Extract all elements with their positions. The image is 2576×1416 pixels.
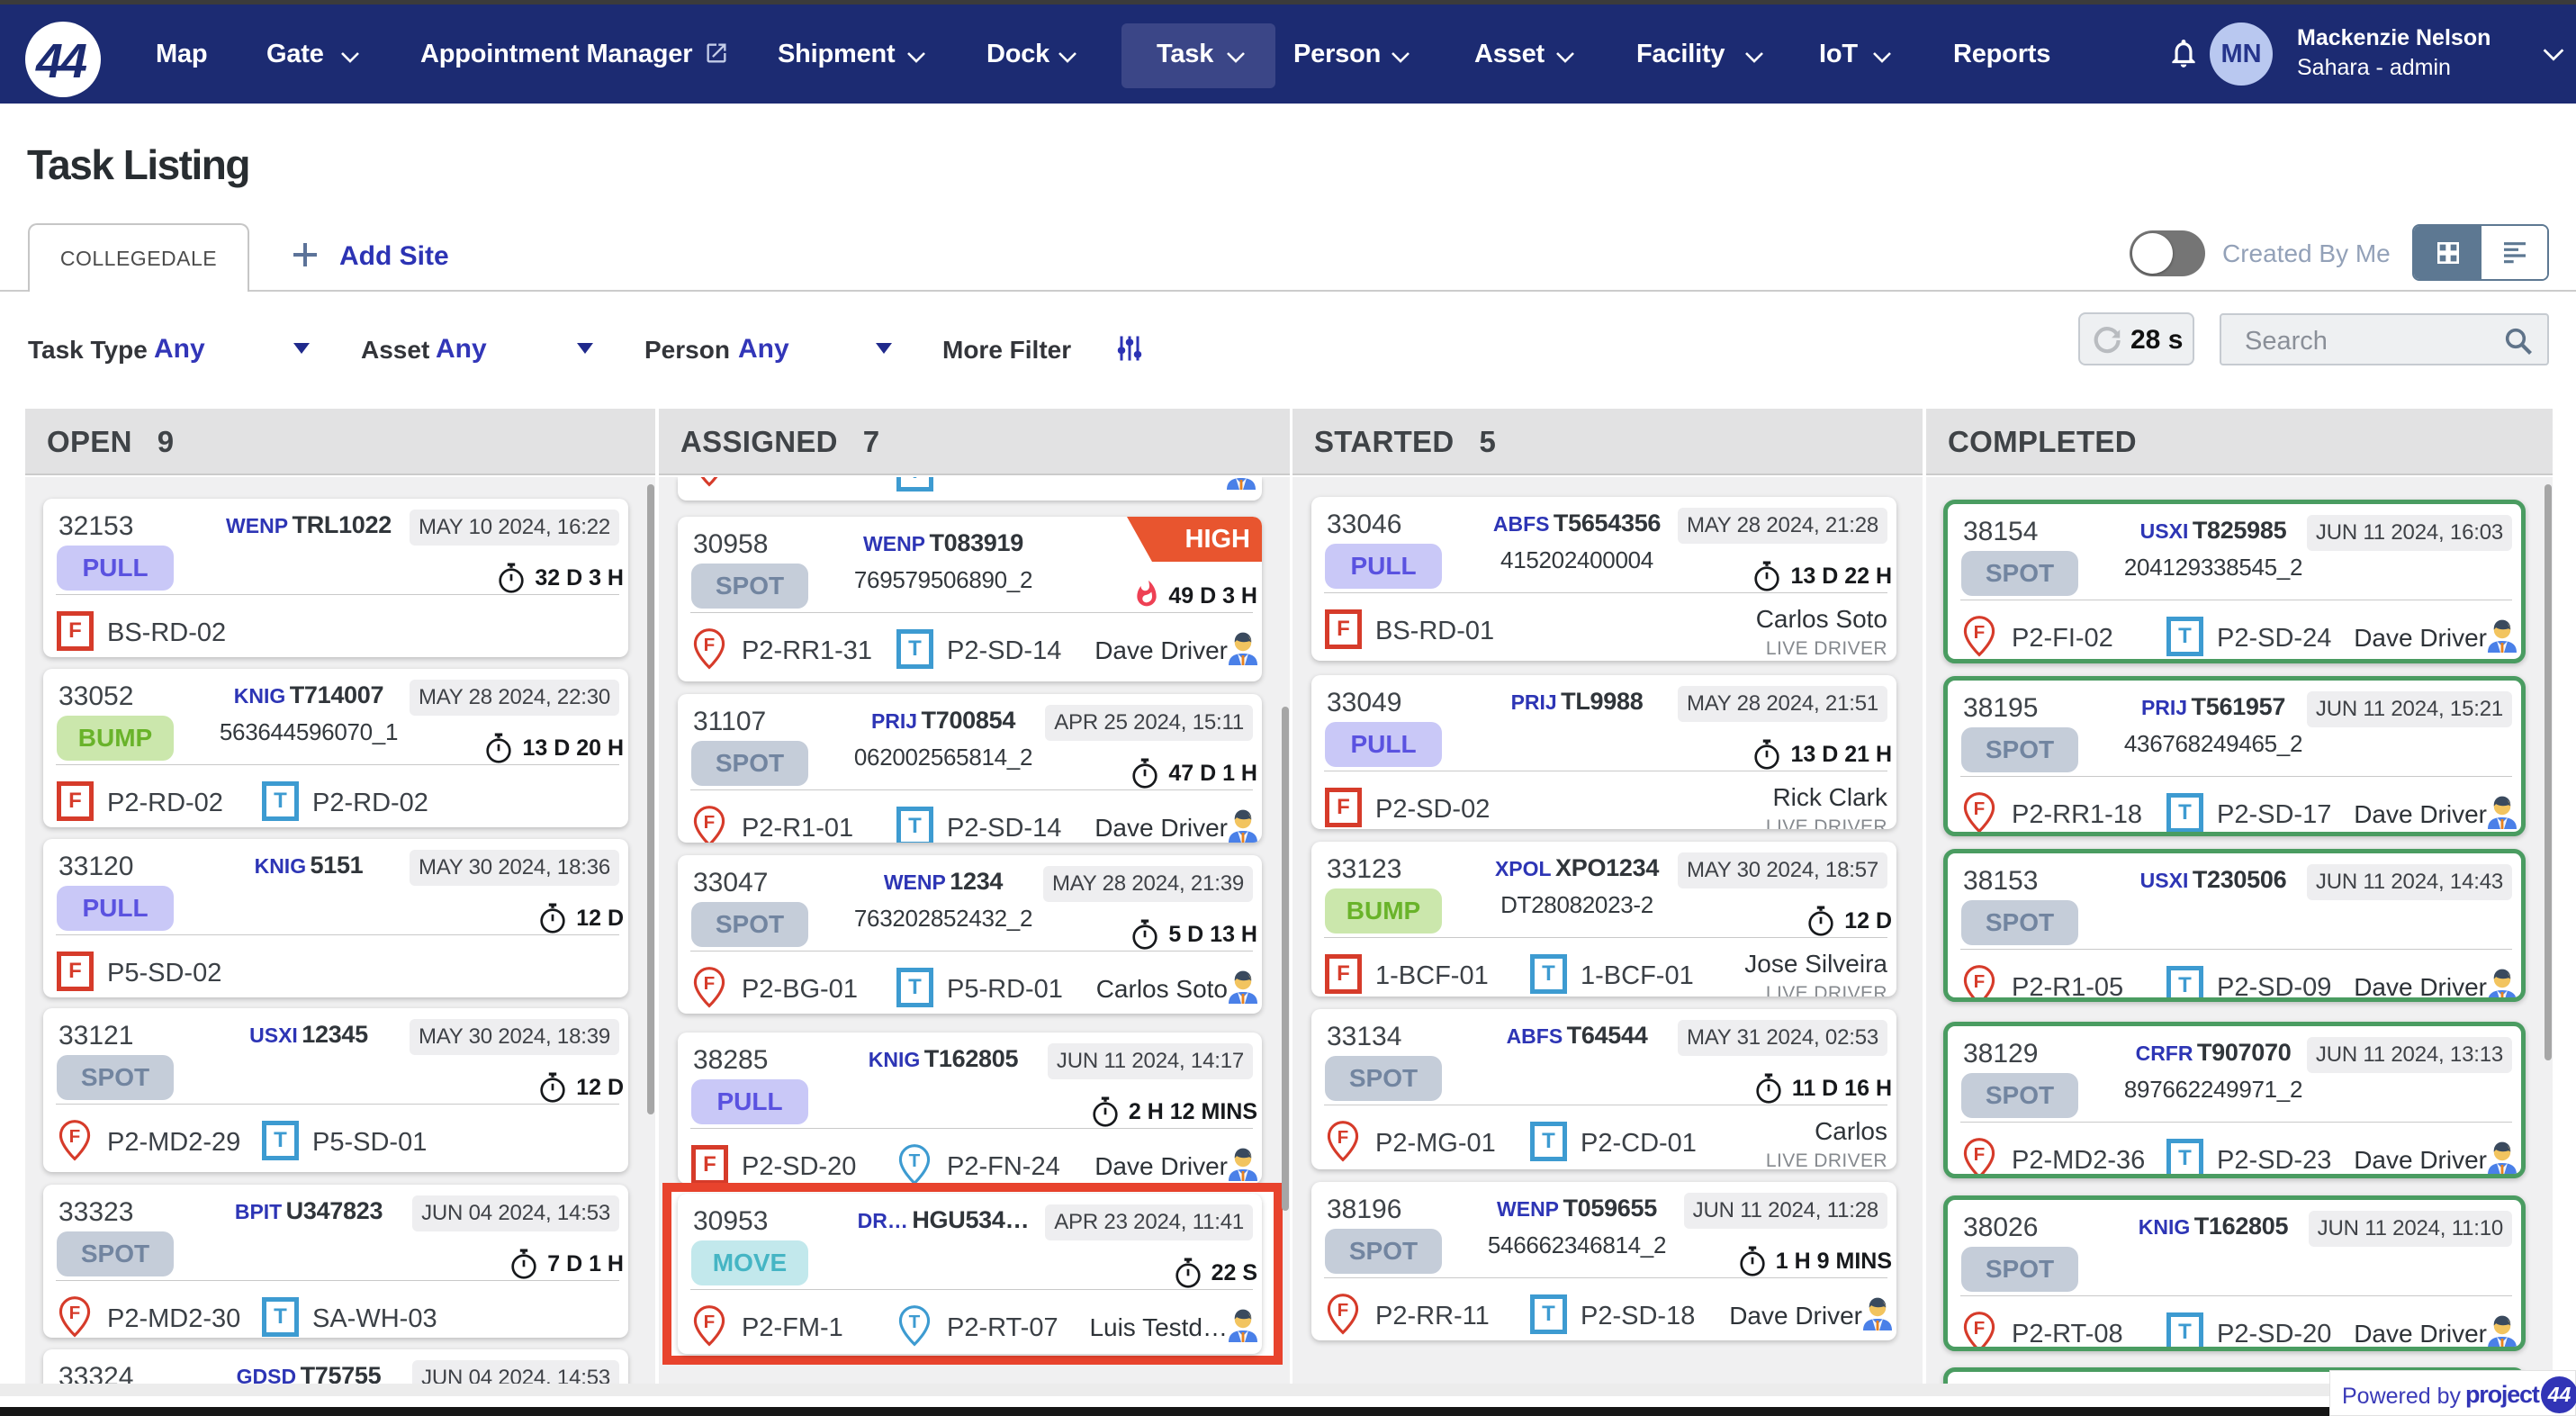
- svg-text:T: T: [909, 1150, 921, 1171]
- svg-text:F: F: [704, 973, 716, 994]
- svg-text:F: F: [1974, 622, 1986, 643]
- svg-text:F: F: [1974, 798, 1986, 819]
- svg-text:F: F: [1338, 1300, 1349, 1321]
- svg-text:F: F: [704, 635, 716, 655]
- svg-text:F: F: [1974, 1318, 1986, 1339]
- svg-text:F: F: [69, 1126, 81, 1147]
- svg-text:F: F: [704, 1312, 716, 1332]
- svg-text:F: F: [1338, 1127, 1349, 1148]
- svg-text:F: F: [704, 812, 716, 833]
- svg-text:F: F: [69, 1303, 81, 1323]
- svg-text:F: F: [1974, 971, 1986, 992]
- svg-text:F: F: [1974, 1144, 1986, 1165]
- svg-text:T: T: [909, 1312, 921, 1332]
